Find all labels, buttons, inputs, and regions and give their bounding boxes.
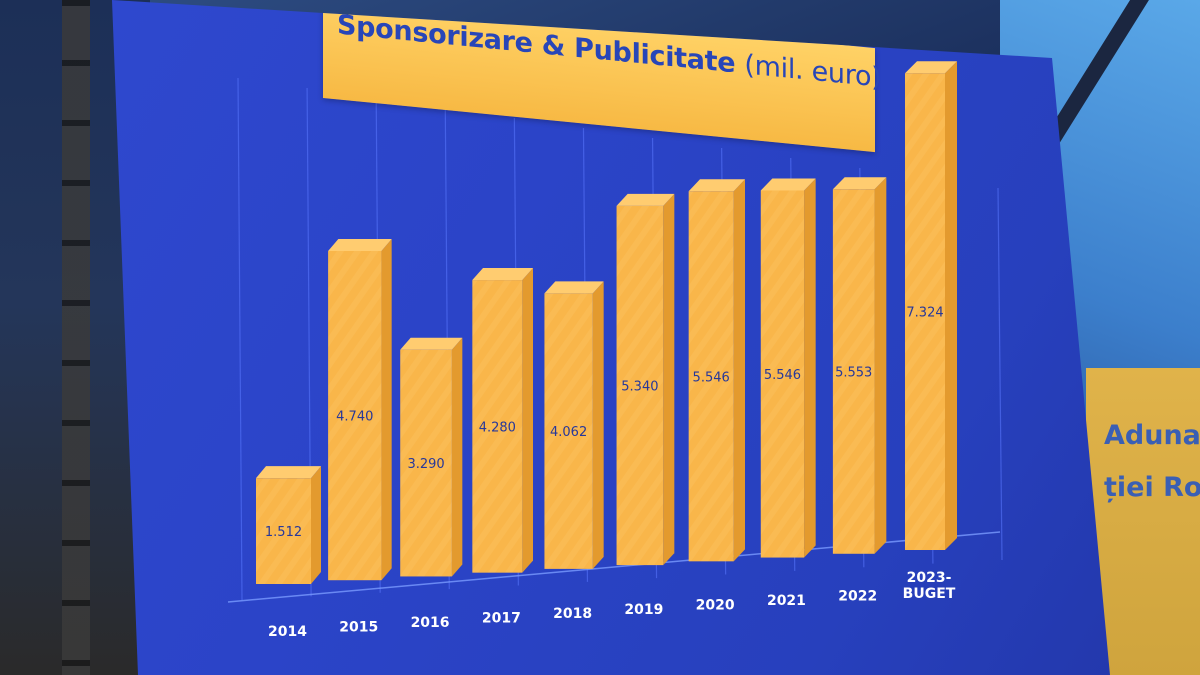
- bar-top: [472, 268, 533, 281]
- bar-top: [832, 177, 887, 190]
- bar-value-label: 1.512: [265, 525, 302, 540]
- bar-value-label: 7.324: [906, 306, 943, 321]
- x-tick-label: 2018: [553, 606, 592, 622]
- bar-value-label: 5.546: [764, 368, 801, 383]
- bar-top: [400, 337, 463, 350]
- bar: [400, 349, 452, 577]
- event-banner-line-1: Aduna: [1104, 420, 1200, 451]
- x-tick-label: 2017: [482, 611, 521, 627]
- bar-side: [592, 281, 604, 569]
- chart-title: Sponsorizare & Publicitate: [337, 9, 736, 80]
- bar: [760, 190, 805, 558]
- bar-side: [522, 268, 533, 573]
- bar-value-label: 5.546: [693, 370, 730, 385]
- x-tick-label: 2015: [339, 620, 378, 636]
- bar-top: [256, 466, 321, 479]
- bar-top: [688, 179, 745, 192]
- x-tick-label: 2019: [624, 602, 663, 618]
- bar-value-label: 4.740: [336, 410, 373, 425]
- bar: [256, 478, 311, 584]
- x-tick-label: 2023-: [907, 570, 952, 586]
- bar-side: [804, 178, 816, 558]
- x-tick-label: 2020: [696, 597, 735, 613]
- bar-side: [311, 466, 321, 584]
- bar-value-label: 3.290: [407, 457, 444, 472]
- bar: [544, 293, 593, 569]
- event-banner-line-2: ției Ron: [1104, 472, 1200, 503]
- x-tick-label: 2014: [268, 624, 307, 640]
- bar: [328, 251, 382, 581]
- x-tick-label: BUGET: [903, 586, 956, 602]
- bar: [905, 73, 945, 550]
- bar-top: [760, 178, 816, 191]
- x-tick-label: 2021: [767, 593, 806, 609]
- bar-side: [381, 239, 392, 581]
- bar: [832, 189, 875, 554]
- bar: [472, 280, 523, 573]
- x-tick-label: 2022: [838, 588, 877, 604]
- bar: [616, 205, 664, 566]
- bar: [688, 191, 734, 562]
- bar-top: [328, 239, 392, 252]
- bar-value-label: 4.062: [550, 425, 587, 440]
- bar-value-label: 4.280: [479, 420, 516, 435]
- bar-side: [945, 61, 957, 550]
- bar-value-label: 5.553: [835, 366, 872, 381]
- stage-truss: [62, 0, 90, 675]
- chart-title-unit: (mil. euro): [744, 49, 882, 94]
- event-banner: Aduna ției Ron: [1086, 368, 1200, 675]
- bar-top: [544, 281, 604, 294]
- bar-side: [874, 177, 887, 554]
- x-tick-label: 2016: [411, 615, 450, 631]
- bar-top: [905, 61, 957, 74]
- grid-line: [237, 77, 243, 601]
- bar-value-label: 5.340: [621, 379, 658, 394]
- grid-line: [997, 187, 1003, 561]
- bar-side: [733, 179, 745, 562]
- bar-top: [616, 193, 675, 206]
- bar-side: [663, 193, 675, 566]
- bar-side: [451, 337, 463, 577]
